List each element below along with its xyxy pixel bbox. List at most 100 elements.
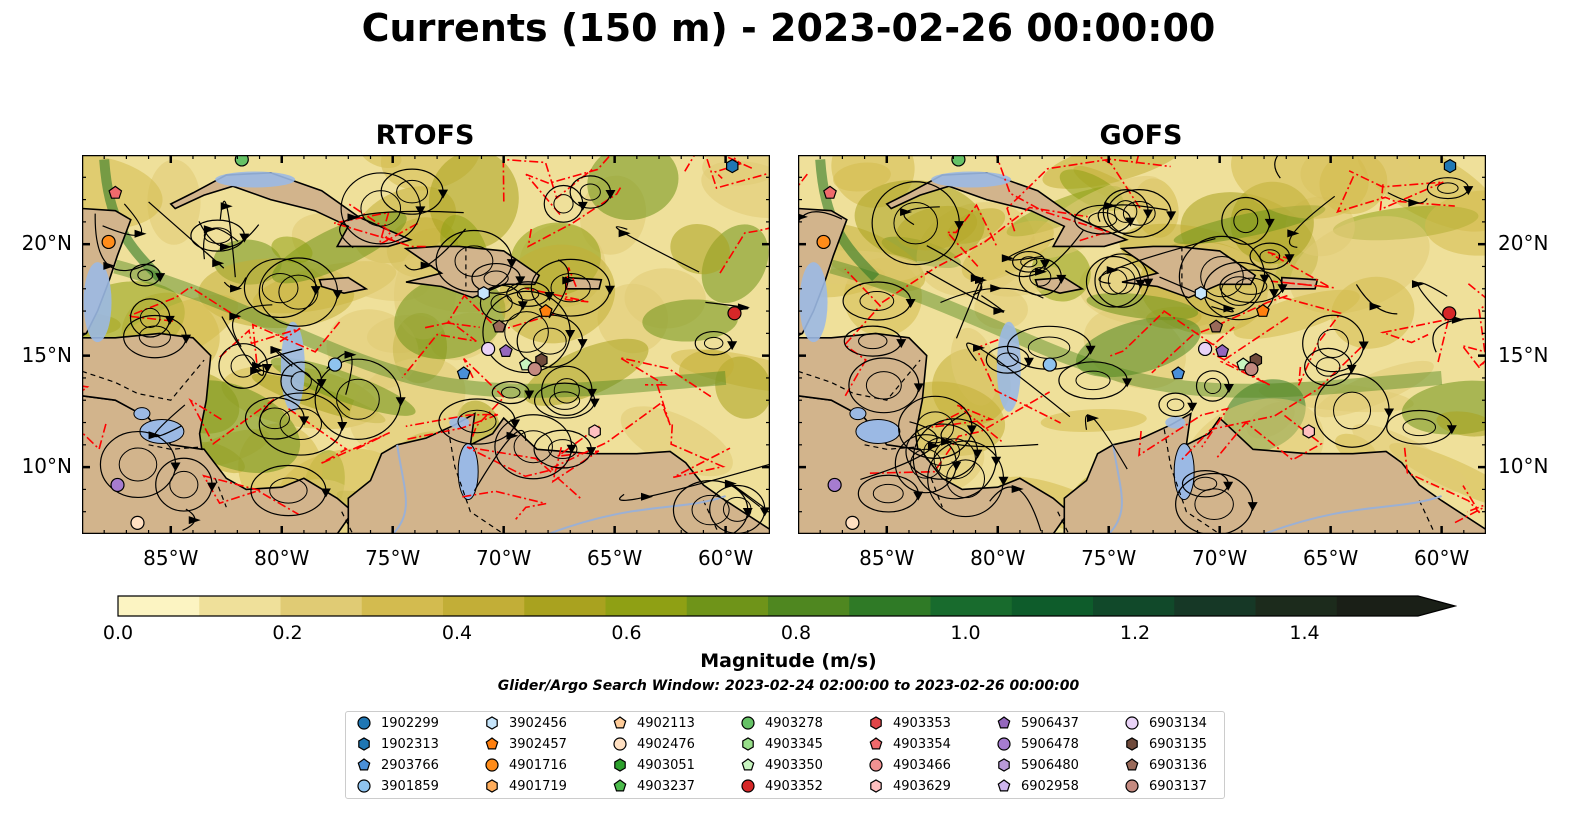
legend-label: 5906480 [1021, 757, 1079, 773]
float-marker [130, 515, 145, 530]
x-tick-label: 85°W [859, 546, 915, 570]
colorbar-segment [849, 596, 931, 616]
legend-label: 4903350 [765, 757, 823, 773]
lake [1173, 443, 1195, 501]
colorbar-tick-label: 0.8 [780, 622, 812, 644]
circle-marker-icon [997, 737, 1011, 751]
legend-marker [1125, 779, 1139, 793]
river [1263, 495, 1442, 534]
lake [855, 418, 901, 444]
colorbar-tick-label: 0.0 [102, 622, 134, 644]
lake [133, 407, 151, 421]
legend-item: 3902457 [484, 734, 567, 754]
legend-item: 1902299 [356, 713, 439, 733]
legend-marker [741, 716, 755, 730]
float-marker [538, 303, 553, 317]
colorbar-segment [768, 596, 850, 616]
y-tick-label-left: 20°N [21, 231, 72, 256]
legend-label: 6903136 [1149, 757, 1207, 773]
float-marker [816, 234, 831, 250]
float-marker [727, 306, 742, 321]
legend-item: 4903350 [740, 755, 823, 775]
legend-item: 5906437 [996, 713, 1079, 733]
float-marker [1255, 303, 1270, 317]
legend-marker [486, 716, 498, 730]
frame-ticks [82, 155, 770, 534]
map-frame [82, 155, 770, 534]
land-polygon [403, 245, 541, 299]
hexagon-marker-icon [998, 758, 1010, 772]
eez-boundaries [82, 155, 770, 520]
legend-label: 6903137 [1149, 778, 1207, 794]
float-marker [1302, 424, 1316, 439]
land [798, 155, 1486, 534]
float-marker [1244, 361, 1259, 377]
float-marker [725, 158, 739, 174]
panel-title-gofs: GOFS [1099, 120, 1183, 151]
panel-title-rtofs: RTOFS [375, 120, 475, 151]
land-polygon [82, 332, 212, 451]
legend-marker [741, 758, 755, 771]
colorbar-segment [930, 596, 1013, 616]
colorbar-tick-label: 0.4 [441, 622, 473, 644]
x-tick-label: 65°W [1303, 546, 1359, 570]
legend-label: 2903766 [381, 757, 439, 773]
legend-item: 6903137 [1124, 776, 1207, 796]
legend-item: 5906480 [996, 755, 1079, 775]
legend-item: 4902476 [612, 734, 695, 754]
legend-marker [357, 758, 371, 771]
shallow-shelf [215, 171, 296, 188]
hexagon-marker-icon [614, 758, 626, 772]
legend-label: 4903629 [893, 778, 951, 794]
float-marker [1215, 343, 1230, 357]
float-marker [327, 357, 343, 372]
legend-label: 4903237 [637, 778, 695, 794]
y-tick-label-right: 20°N [1498, 231, 1549, 256]
legend-marker [486, 779, 498, 793]
float-marker [1442, 306, 1457, 321]
colorbar-segment [686, 596, 769, 616]
pentagon-marker-icon [613, 779, 627, 792]
legend-label: 6903135 [1149, 736, 1207, 752]
legend-label: 5906478 [1021, 736, 1079, 752]
legend-label: 4903354 [893, 736, 951, 752]
circle-marker-icon [613, 737, 627, 751]
legend-item: 5906478 [996, 734, 1079, 754]
legend-label: 4901716 [509, 757, 567, 773]
circle-marker-icon [1125, 716, 1139, 730]
colorbar-segment [118, 596, 200, 616]
legend-item: 4903278 [740, 713, 823, 733]
float-marker [101, 234, 116, 250]
legend-label: 4903278 [765, 715, 823, 731]
rtofs-map [82, 155, 770, 534]
legend-marker [1125, 758, 1139, 771]
colorbar-segment [605, 596, 688, 616]
legend-marker [613, 779, 627, 792]
y-tick-label-right: 10°N [1498, 454, 1549, 479]
float-marker [456, 366, 471, 380]
legend-marker [485, 758, 499, 772]
float-marker [823, 185, 837, 199]
legend-marker [358, 737, 370, 751]
legend-label: 6902958 [1021, 778, 1079, 794]
x-tick-label: 75°W [365, 546, 421, 570]
float-marker [1042, 357, 1057, 372]
legend-label: 4903051 [637, 757, 695, 773]
pentagon-marker-icon [869, 737, 883, 750]
hexagon-marker-icon [1126, 737, 1138, 751]
legend-marker [742, 737, 754, 751]
legend-marker [997, 716, 1011, 729]
legend-marker [870, 716, 882, 730]
country-borders [798, 246, 1436, 534]
colorbar-segment [1336, 596, 1419, 616]
legend-marker [485, 737, 499, 750]
x-tick-label: 70°W [1192, 546, 1248, 570]
current-streamlines [94, 168, 770, 534]
x-tick-label: 85°W [143, 546, 199, 570]
float-marker [498, 343, 513, 357]
gofs-map [798, 155, 1486, 534]
colorbar-tick-label: 0.2 [272, 622, 303, 644]
colorbar-tick-label: 1.0 [950, 622, 981, 644]
legend-label: 4901719 [509, 778, 567, 794]
colorbar-tick-label: 1.4 [1289, 622, 1320, 644]
